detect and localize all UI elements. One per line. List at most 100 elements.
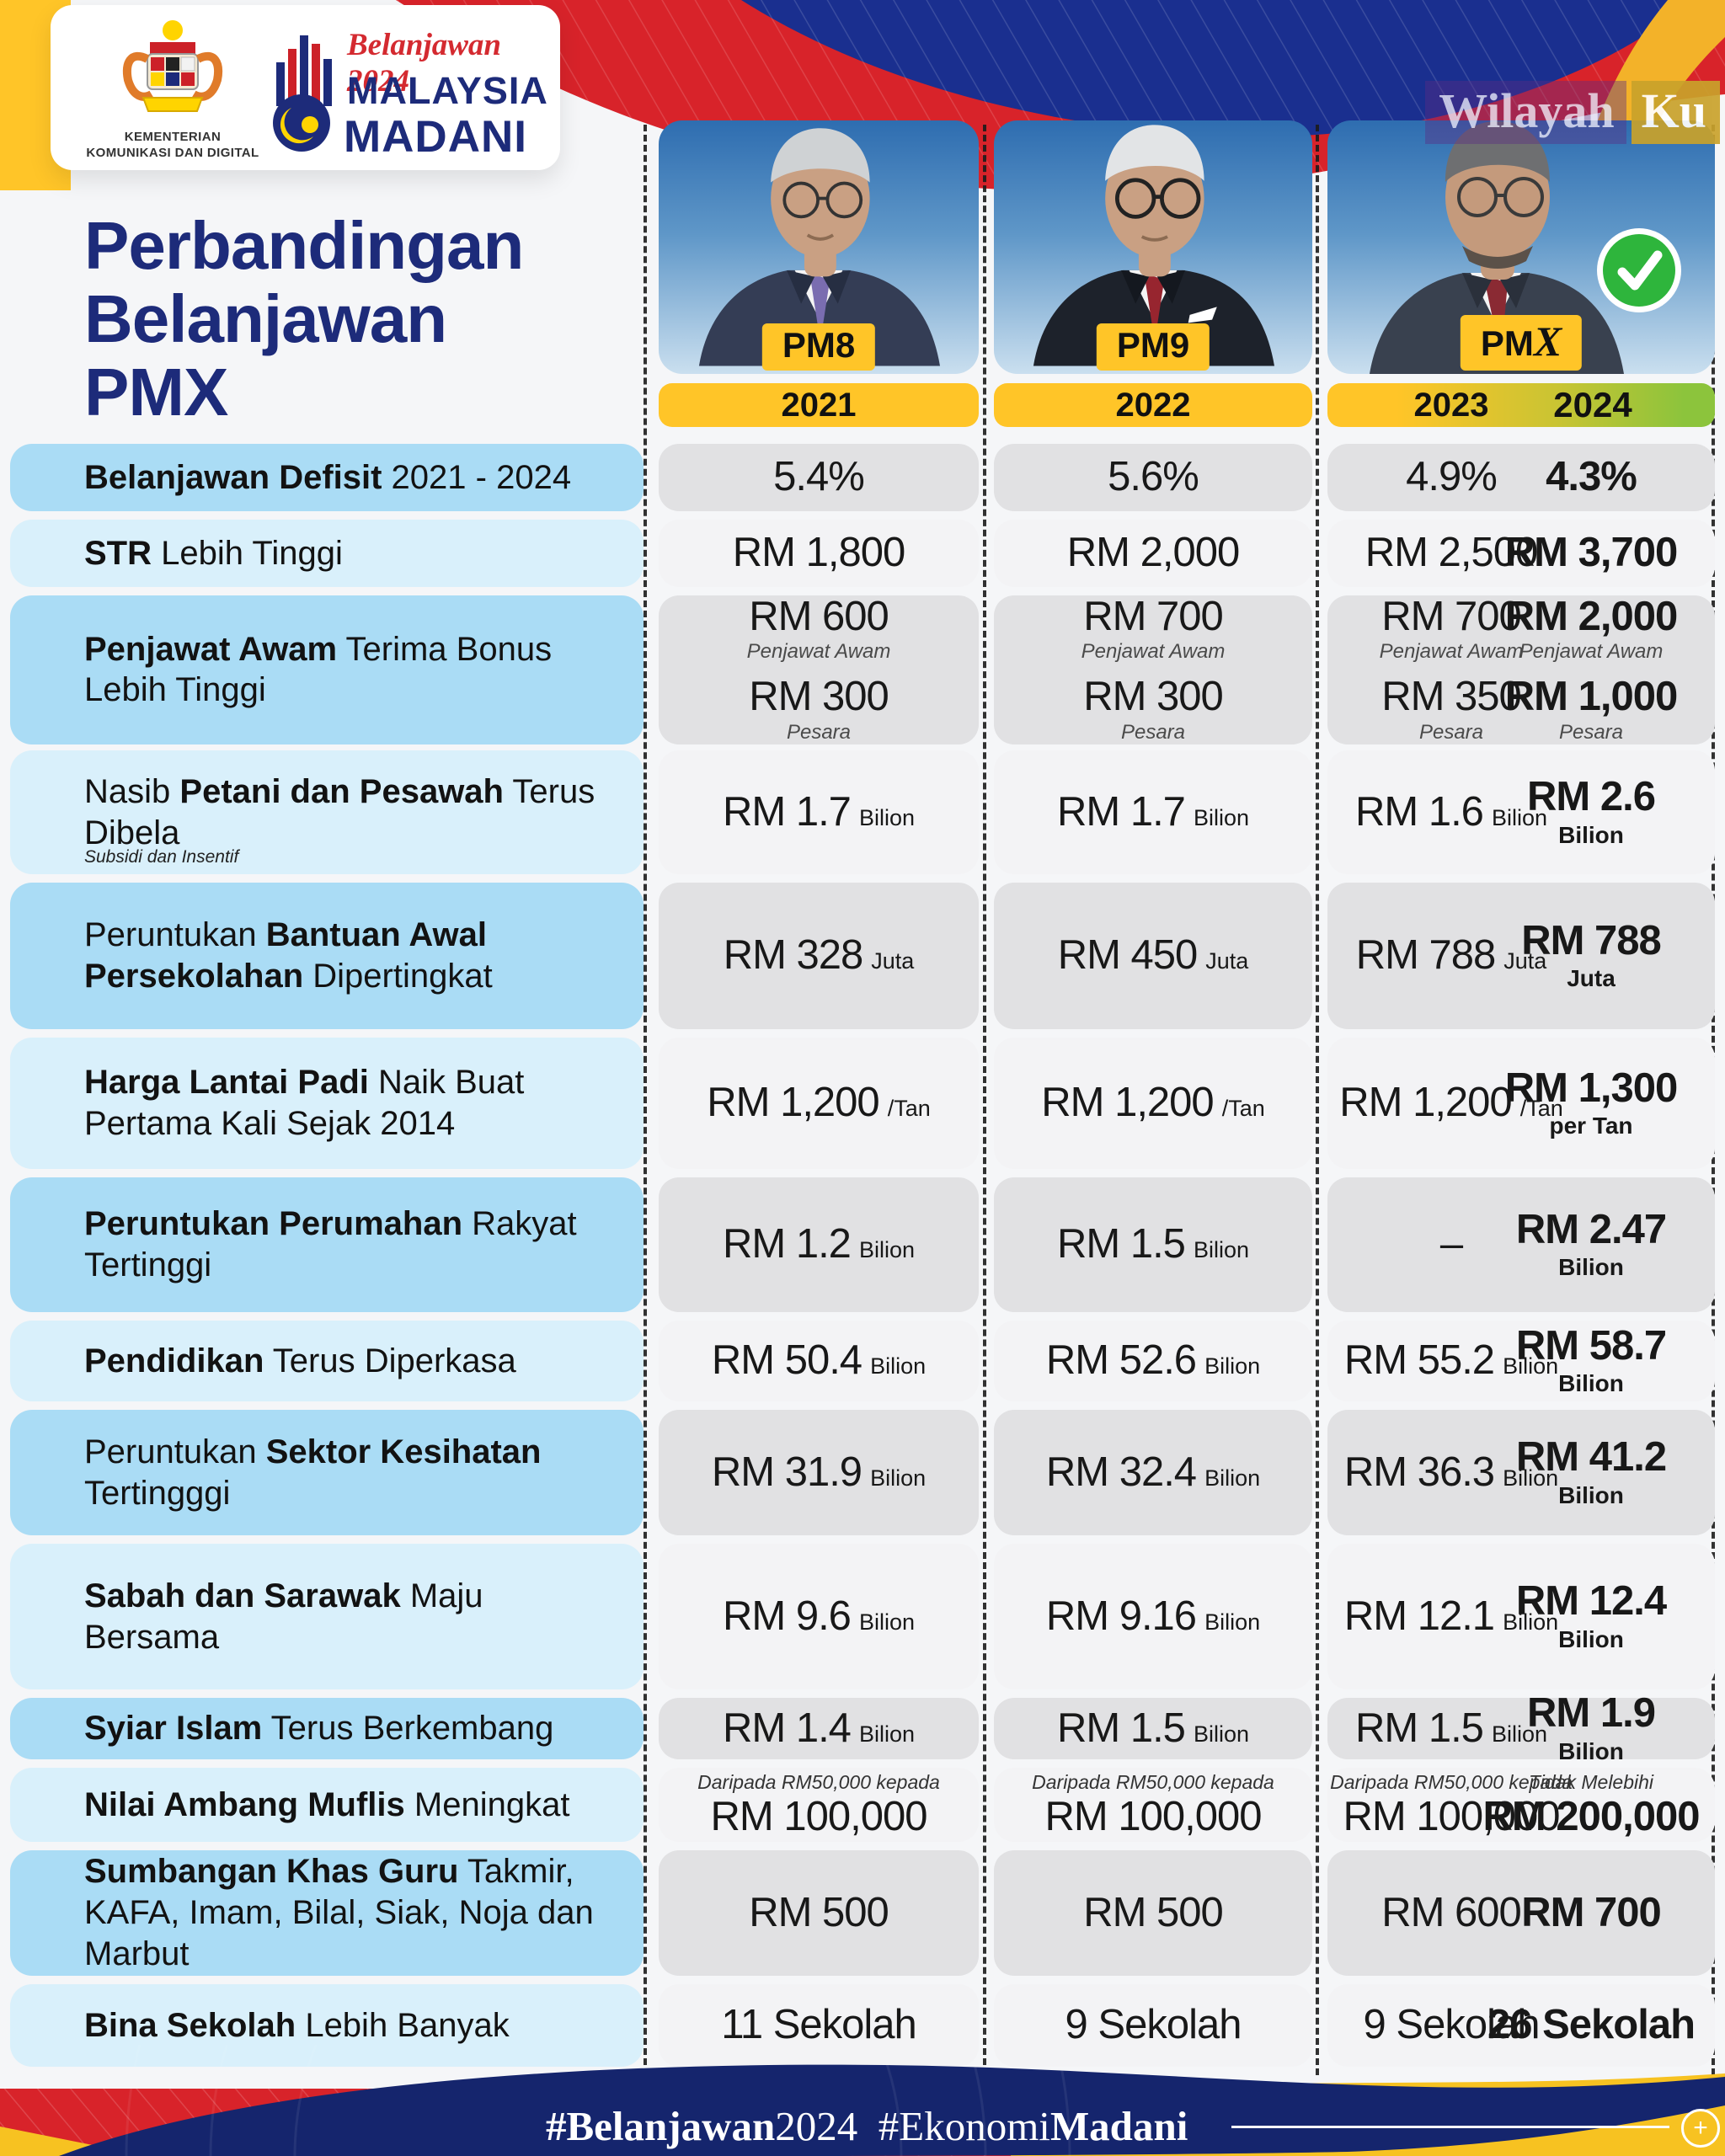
- value-line: RM 1.5 Bilion: [1057, 1705, 1249, 1751]
- value-group: RM 600: [1381, 1889, 1522, 1935]
- value-cell-pmx: RM 55.2 Bilion RM 58.7 Bilion: [1327, 1321, 1715, 1401]
- value-group: 9 Sekolah: [1065, 2003, 1242, 2047]
- table-row: Peruntukan Bantuan Awal Persekolahan Dip…: [10, 883, 1715, 1029]
- value-group: 5.6%: [1108, 454, 1199, 500]
- value-line: RM 450 Juta: [1058, 933, 1249, 977]
- value-text: RM 1,300: [1504, 1065, 1678, 1111]
- value-text: RM 1,000: [1504, 674, 1678, 720]
- hashtag-belanjawan: #Belanjawan: [546, 2103, 776, 2149]
- row-label-text: Bina Sekolah Lebih Banyak: [84, 2006, 510, 2044]
- value-cell-2021: RM 1,200/Tan: [659, 1038, 979, 1169]
- value-text: RM 12.4: [1515, 1578, 1667, 1625]
- value-line: 5.6%: [1108, 454, 1199, 500]
- value-text: 5.6%: [1108, 454, 1199, 500]
- row-label: Sabah dan Sarawak Maju Bersama: [10, 1544, 644, 1689]
- ministry-line2: KOMUNIKASI DAN DIGITAL: [86, 145, 259, 160]
- year-2023: 2023: [1413, 386, 1489, 424]
- value-cell-2023: RM 36.3 Bilion: [1327, 1410, 1575, 1535]
- value-unit: Bilion: [858, 804, 915, 830]
- value-cell-pmx: RM 36.3 Bilion RM 41.2 Bilion: [1327, 1410, 1715, 1535]
- table-row: Bina Sekolah Lebih Banyak 11 Sekolah 9 Sek…: [10, 1984, 1715, 2067]
- value-cell-2024: Tidak Melebihi RM 200,000: [1467, 1768, 1715, 1842]
- value-cell-2022: Daripada RM50,000 kepada RM 100,000: [994, 1768, 1312, 1842]
- value-text: RM 9.16: [1045, 1593, 1197, 1639]
- value-group: RM 1.6 Bilion: [1355, 788, 1547, 835]
- row-label-text: Peruntukan Sektor Kesihatan Tertingggi: [84, 1433, 542, 1512]
- value-line: RM 31.9 Bilion: [712, 1450, 926, 1494]
- table-row: Peruntukan Sektor Kesihatan Tertingggi RM…: [10, 1410, 1715, 1535]
- value-sublabel: Pesara: [1558, 720, 1624, 744]
- value-cell-2024: RM 2,000 Penjawat Awam RM 1,000 Pesara: [1467, 595, 1715, 744]
- value-group: RM 350 Pesara: [1381, 675, 1522, 744]
- value-text: RM 1,200: [1041, 1080, 1214, 1126]
- value-line: RM 1.5 Bilion: [1057, 1222, 1249, 1266]
- watermark: Wilayah Ku: [1425, 81, 1720, 144]
- value-cell-2024: RM 2.6 Bilion: [1467, 750, 1715, 874]
- hashtag-ekonomi: #Ekonomi: [878, 2103, 1050, 2149]
- value-cell-2021: RM 328 Juta: [659, 883, 979, 1029]
- row-label-text: Syiar Islam Terus Berkembang: [84, 1710, 554, 1748]
- row-label-text: Pendidikan Terus Diperkasa: [84, 1342, 516, 1380]
- row-label-text: Peruntukan Bantuan Awal Persekolahan Dip…: [84, 916, 493, 995]
- value-line: RM 36.3 Bilion: [1344, 1450, 1558, 1494]
- value-text: RM 100,000: [710, 1793, 928, 1839]
- row-label-text: Penjawat Awam Terima Bonus Lebih Tinggi: [84, 630, 553, 709]
- row-label: Belanjawan Defisit 2021 - 2024: [10, 444, 644, 511]
- value-text: RM 50.4: [711, 1337, 862, 1384]
- value-cell-2023: RM 1.6 Bilion: [1327, 750, 1575, 874]
- value-note-top: Tidak Melebihi: [1528, 1770, 1654, 1793]
- value-line: 9 Sekolah: [1364, 2003, 1541, 2047]
- value-line: RM 700: [1083, 595, 1224, 638]
- value-cell-pmx: Daripada RM50,000 kepada RM 100,000 Tidak …: [1327, 1768, 1715, 1842]
- value-text: RM 1.9: [1527, 1690, 1656, 1737]
- value-cell-2021: RM 1.4 Bilion: [659, 1698, 979, 1759]
- value-cell-2023: –: [1327, 1177, 1575, 1312]
- value-cell-2021: RM 1,800: [659, 520, 979, 587]
- row-label: Syiar Islam Terus Berkembang: [10, 1698, 644, 1759]
- value-line: RM 58.7: [1516, 1324, 1667, 1368]
- value-text: RM 700: [1381, 594, 1522, 639]
- value-cell-2023: RM 55.2 Bilion: [1327, 1321, 1575, 1401]
- table-row: Harga Lantai Padi Naik Buat Pertama Kali…: [10, 1038, 1715, 1169]
- row-label: Pendidikan Terus Diperkasa: [10, 1321, 644, 1401]
- value-group: RM 58.7 Bilion: [1516, 1324, 1667, 1397]
- value-unit: Bilion: [858, 1721, 915, 1747]
- value-group: RM 52.6 Bilion: [1046, 1338, 1260, 1382]
- value-group: RM 12.4 Bilion: [1515, 1578, 1667, 1652]
- value-group: 5.4%: [773, 455, 865, 499]
- value-line: RM 12.4: [1515, 1578, 1667, 1625]
- value-line: RM 300: [1083, 675, 1224, 718]
- footer-graphic: [0, 2045, 1725, 2156]
- value-line: RM 52.6 Bilion: [1046, 1338, 1260, 1382]
- value-line: RM 55.2 Bilion: [1344, 1338, 1558, 1382]
- value-group: 4.3%: [1546, 454, 1637, 500]
- value-group: RM 2,000: [1067, 531, 1240, 574]
- year-bar-2023-2024: 2023 2024: [1327, 383, 1715, 427]
- plus-icon: +: [1681, 2109, 1720, 2148]
- value-cell-2023: 9 Sekolah: [1327, 1984, 1575, 2067]
- value-text: RM 1.6: [1355, 788, 1484, 835]
- value-group: RM 1,200/Tan: [707, 1081, 930, 1124]
- value-unit: Juta: [871, 948, 915, 974]
- table-row: Belanjawan Defisit 2021 - 2024 5.4% 5.6% 4.…: [10, 444, 1715, 511]
- value-cell-2022: 5.6%: [994, 444, 1312, 511]
- value-group: RM 788 Juta: [1521, 917, 1662, 992]
- row-label: Nilai Ambang Muflis Meningkat: [10, 1768, 644, 1842]
- brand-malaysia: MALAYSIA: [347, 69, 548, 112]
- watermark-part1: Wilayah: [1425, 81, 1626, 144]
- value-cell-2023: 4.9%: [1327, 444, 1575, 511]
- value-note-top: Daripada RM50,000 kepada: [1330, 1770, 1573, 1793]
- value-cell-2022: 9 Sekolah: [994, 1984, 1312, 2067]
- value-line: –: [1440, 1222, 1463, 1266]
- value-cell-2024: RM 1.9 Bilion: [1467, 1691, 1715, 1764]
- ministry-line1: KEMENTERIAN: [124, 130, 222, 144]
- value-text: RM 1,200: [1339, 1080, 1512, 1126]
- value-text: RM 12.1: [1343, 1593, 1495, 1639]
- column-divider: [983, 125, 986, 2075]
- value-text: RM 788: [1521, 917, 1662, 963]
- value-group: RM 31.9 Bilion: [712, 1450, 926, 1494]
- pm9-photo: [1033, 125, 1274, 366]
- value-text: 4.3%: [1546, 454, 1637, 500]
- value-text: RM 600: [1381, 1889, 1522, 1935]
- value-text: RM 1.5: [1057, 1705, 1186, 1751]
